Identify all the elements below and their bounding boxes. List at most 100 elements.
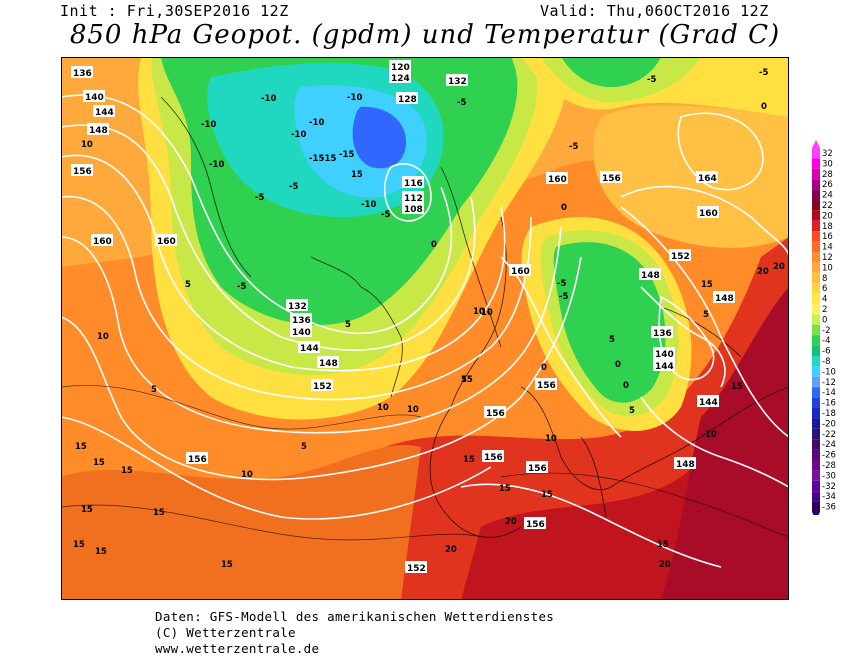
legend-swatch (812, 387, 820, 398)
svg-text:15: 15 (93, 458, 105, 468)
svg-text:156: 156 (484, 453, 503, 463)
svg-text:10: 10 (377, 403, 389, 413)
svg-text:15: 15 (153, 508, 165, 518)
legend-swatch (812, 335, 820, 346)
svg-text:148: 148 (319, 359, 338, 369)
svg-text:15: 15 (81, 505, 93, 515)
svg-text:-5: -5 (759, 68, 769, 78)
legend-swatch (812, 168, 820, 180)
legend-swatch (812, 304, 820, 315)
legend-swatch (812, 428, 820, 440)
svg-text:15: 15 (463, 455, 475, 465)
legend-swatch (812, 366, 820, 377)
svg-text:20: 20 (757, 267, 769, 277)
svg-text:10: 10 (545, 434, 557, 444)
svg-text:0: 0 (623, 381, 629, 391)
legend-swatch (812, 397, 820, 408)
svg-text:160: 160 (548, 175, 567, 185)
svg-text:10: 10 (481, 308, 493, 318)
svg-text:15: 15 (221, 560, 233, 570)
svg-text:15: 15 (95, 547, 107, 557)
svg-text:152: 152 (313, 382, 332, 392)
svg-text:124: 124 (391, 74, 410, 84)
svg-text:156: 156 (537, 381, 556, 391)
footer-data-source: Daten: GFS-Modell des amerikanischen Wet… (155, 609, 555, 624)
legend-swatch (812, 220, 820, 232)
legend-swatch (812, 314, 820, 325)
legend-label: -24 (822, 440, 836, 450)
svg-text:164: 164 (698, 174, 717, 184)
legend-swatch (812, 460, 820, 471)
svg-text:160: 160 (93, 237, 112, 247)
legend-swatch (812, 480, 820, 492)
svg-text:15: 15 (75, 442, 87, 452)
svg-text:15: 15 (351, 170, 363, 180)
legend-swatch (812, 470, 820, 481)
svg-text:5: 5 (185, 280, 191, 290)
svg-text:136: 136 (292, 316, 311, 326)
legend-label: 2 (822, 305, 827, 315)
svg-text:160: 160 (511, 267, 530, 277)
svg-text:-10: -10 (201, 120, 216, 130)
svg-text:-10: -10 (309, 118, 324, 128)
legend-arrow-top (812, 140, 820, 148)
svg-text:152: 152 (407, 564, 426, 574)
legend-swatch (812, 200, 820, 211)
legend-label: -26 (822, 451, 836, 461)
legend-swatch (812, 501, 820, 512)
svg-text:144: 144 (95, 108, 114, 118)
svg-text:5: 5 (461, 375, 467, 385)
legend-swatch (812, 356, 820, 367)
legend-label: 0 (822, 315, 827, 325)
legend-label: 28 (822, 170, 833, 180)
legend-label: 12 (822, 253, 833, 263)
svg-text:0: 0 (761, 102, 767, 112)
legend-swatch (812, 252, 820, 263)
svg-text:136: 136 (73, 69, 92, 79)
svg-text:116: 116 (404, 179, 423, 189)
svg-text:15: 15 (499, 484, 511, 494)
legend-label: -8 (822, 357, 830, 367)
footer-url[interactable]: www.wetterzentrale.de (155, 641, 320, 656)
legend-swatch (812, 439, 820, 450)
svg-text:140: 140 (292, 328, 311, 338)
svg-text:20: 20 (505, 517, 517, 527)
svg-text:10: 10 (473, 307, 485, 317)
svg-text:144: 144 (300, 344, 319, 354)
svg-text:20: 20 (659, 560, 671, 570)
svg-text:140: 140 (655, 350, 674, 360)
legend-swatch (812, 179, 820, 190)
svg-text:-5: -5 (569, 142, 579, 152)
legend-swatch (812, 376, 820, 388)
legend-swatch (812, 241, 820, 252)
svg-text:0: 0 (431, 240, 437, 250)
legend-label: -30 (822, 471, 836, 481)
legend-swatch (812, 262, 820, 273)
legend-label: -34 (822, 492, 836, 502)
svg-text:5: 5 (629, 406, 635, 416)
svg-text:144: 144 (655, 362, 674, 372)
svg-text:156: 156 (602, 174, 621, 184)
svg-text:-10: -10 (347, 93, 362, 103)
svg-text:10: 10 (97, 332, 109, 342)
svg-text:-5: -5 (381, 210, 391, 220)
legend-swatch (812, 418, 820, 429)
svg-text:160: 160 (157, 237, 176, 247)
svg-text:5: 5 (301, 442, 307, 452)
legend-label: 6 (822, 284, 827, 294)
legend-swatch (812, 231, 820, 242)
svg-text:156: 156 (526, 520, 545, 530)
legend-label: -36 (822, 503, 836, 513)
svg-text:10: 10 (81, 140, 93, 150)
legend-label: -32 (822, 482, 836, 492)
legend-label: -14 (822, 388, 836, 398)
svg-text:5: 5 (703, 310, 709, 320)
svg-text:156: 156 (188, 455, 207, 465)
legend-swatch (812, 272, 820, 284)
svg-text:152: 152 (671, 252, 690, 262)
legend-label: -12 (822, 378, 836, 388)
svg-text:-10: -10 (209, 160, 224, 170)
svg-text:15: 15 (73, 540, 85, 550)
temperature-legend: 32302826242220181614121086420-2-4-6-8-10… (812, 140, 836, 515)
svg-text:148: 148 (715, 294, 734, 304)
